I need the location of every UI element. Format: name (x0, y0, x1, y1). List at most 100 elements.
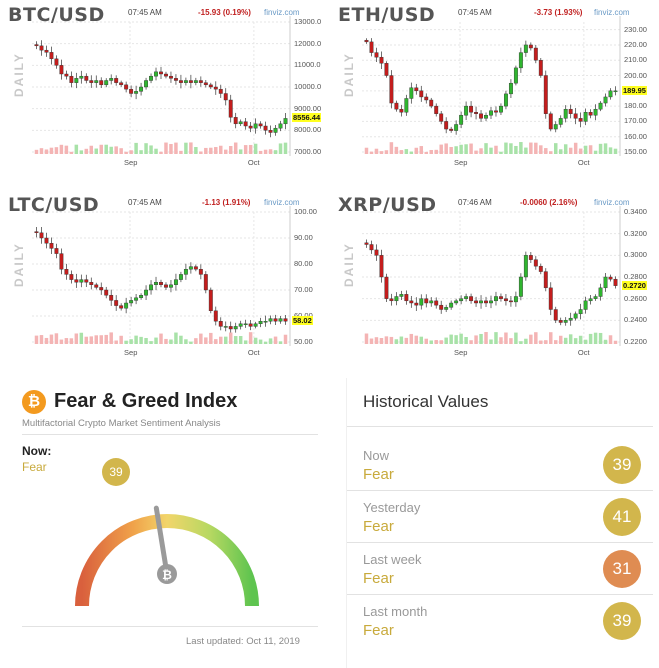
volume-bar (209, 332, 213, 344)
last-price-tag: 0.2720 (622, 280, 647, 290)
volume-bar (539, 340, 543, 344)
candle-body (119, 305, 124, 309)
volume-bar (79, 332, 84, 344)
y-tick-label: 0.2400 (624, 315, 647, 325)
y-tick-label: 160.00 (624, 131, 647, 141)
volume-bar (179, 150, 183, 154)
candle-body (454, 124, 459, 131)
eth-chart[interactable]: ETH/USD 07:45 AM -3.73 (1.93%) finviz.co… (330, 0, 659, 190)
volume-bar (59, 144, 64, 154)
x-tick-label: Sep (124, 348, 138, 357)
candle-body (114, 78, 119, 83)
candle-body (134, 297, 139, 301)
volume-bar (54, 333, 59, 344)
candle-body (39, 45, 44, 51)
volume-bar (563, 144, 568, 154)
now-sentiment: Fear (22, 460, 47, 474)
volume-bar (159, 333, 163, 344)
volume-bar (429, 149, 433, 154)
ltc-chart[interactable]: LTC/USD 07:45 AM -1.13 (1.91%) finviz.co… (0, 190, 329, 380)
volume-bar (169, 143, 173, 154)
candle-body (588, 298, 593, 302)
volume-bar (214, 339, 218, 344)
candle-body (474, 112, 479, 114)
candle-body (414, 302, 419, 306)
volume-bar (129, 339, 133, 344)
volume-bar (544, 148, 548, 154)
volume-bar (278, 143, 283, 154)
volume-bar (84, 336, 89, 344)
volume-bar (194, 338, 198, 344)
candle-body (89, 281, 94, 285)
candle-body (563, 108, 568, 119)
volume-bar (534, 142, 538, 154)
candle-body (223, 326, 228, 328)
volume-bar (104, 144, 108, 154)
volume-bar (278, 341, 283, 344)
volume-bar (49, 147, 54, 154)
candle-body (139, 294, 144, 298)
index-bubble: 39 (102, 458, 130, 486)
finviz-link[interactable]: finviz.com (264, 198, 300, 207)
last-price-tag: 8556.44 (292, 113, 322, 123)
history-row-yesterday: Yesterday Fear 41 (347, 490, 653, 542)
candle-body (513, 67, 518, 84)
candle-body (268, 318, 273, 322)
candle-body (364, 39, 369, 43)
candle-body (208, 289, 213, 311)
y-tick-label: 50.00 (294, 337, 313, 346)
gauge-hub (157, 564, 177, 584)
y-tick-label: 170.00 (624, 116, 647, 126)
candle-body (69, 75, 74, 83)
candle-body (499, 296, 503, 299)
volume-bar (119, 335, 123, 344)
volume-bar (439, 340, 443, 344)
finviz-link[interactable]: finviz.com (264, 8, 300, 17)
volume-bar (479, 333, 483, 344)
volume-bar (369, 151, 374, 154)
volume-bar (119, 148, 123, 154)
volume-bar (494, 332, 498, 344)
volume-bar (608, 147, 613, 154)
y-tick-label: 7000.00 (294, 147, 322, 156)
candle-body (419, 90, 424, 98)
volume-bar (263, 149, 268, 154)
candle-body (459, 115, 464, 125)
last-price-tag: 189.95 (622, 85, 647, 95)
y-tick-label: 220.00 (624, 39, 647, 49)
finviz-link[interactable]: finviz.com (594, 198, 630, 207)
volume-bar (44, 149, 49, 154)
y-tick-label: 8000.00 (294, 125, 322, 135)
now-label: Now: (22, 444, 52, 458)
volume-bar (519, 341, 523, 344)
candle-body (543, 271, 548, 289)
candle-body (568, 317, 573, 321)
candle-body (613, 278, 618, 286)
candle-body (109, 294, 114, 301)
volume-bar (374, 148, 379, 154)
volume-bar (474, 335, 478, 344)
volume-bar (389, 142, 394, 154)
finviz-link[interactable]: finviz.com (594, 8, 630, 17)
x-tick-label: Oct (247, 348, 260, 357)
volume-bar (419, 336, 424, 344)
volume-bar (144, 338, 148, 344)
candle-body (183, 268, 188, 275)
volume-bar (379, 151, 384, 154)
xrp-chart[interactable]: XRP/USD 07:46 AM -0.0060 (2.16%) finviz.… (330, 190, 659, 380)
volume-bar (598, 143, 603, 154)
candlestick-plot (32, 206, 291, 346)
candle-body (518, 276, 523, 297)
candle-body (563, 320, 568, 323)
divider (347, 490, 653, 491)
candle-body (79, 75, 84, 79)
candle-body (578, 118, 583, 122)
volume-bar (69, 151, 74, 154)
volume-bar (554, 143, 558, 154)
volume-bar (109, 332, 113, 344)
btc-chart[interactable]: BTC/USD 07:45 AM -15.93 (0.19%) finviz.c… (0, 0, 329, 190)
candle-body (409, 300, 414, 304)
volume-bar (283, 334, 288, 344)
volume-bar (593, 150, 598, 154)
volume-bar (509, 338, 513, 344)
